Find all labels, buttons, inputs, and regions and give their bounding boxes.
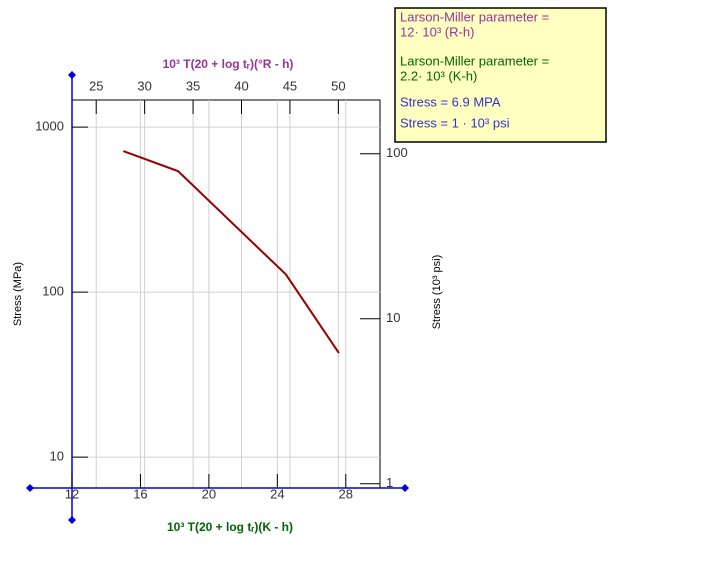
- x2-tick-label: 25: [89, 78, 103, 93]
- x-tick-label: 28: [339, 486, 353, 501]
- x-tick-label: 20: [202, 486, 216, 501]
- y2-tick-label: 1: [386, 475, 393, 490]
- legend-text: Larson-Miller parameter =: [400, 53, 549, 68]
- x2-axis-label: 10³ T(20 + log tᵣ)(°R - h): [163, 57, 294, 71]
- x2-tick-label: 40: [234, 78, 248, 93]
- legend-text: Larson-Miller parameter =: [400, 9, 549, 24]
- x2-tick-label: 50: [331, 78, 345, 93]
- legend-text: Stress = 6.9 MPA: [400, 94, 501, 109]
- data-line: [122, 150, 340, 354]
- y-tick-label: 10: [50, 449, 64, 464]
- y-tick-label: 1000: [35, 119, 64, 134]
- x-tick-label: 24: [270, 486, 284, 501]
- y2-tick-label: 10: [386, 310, 400, 325]
- x-tick-label: 12: [65, 486, 79, 501]
- legend-text: 2.2· 10³ (K-h): [400, 68, 477, 83]
- y-axis-label: Stress (MPa): [12, 262, 24, 326]
- y-tick-label: 100: [42, 284, 64, 299]
- plot-frame: [71, 99, 381, 489]
- x2-tick-label: 45: [283, 78, 297, 93]
- x-axis-label: 10³ T(20 + log tᵣ)(K - h): [167, 520, 293, 534]
- legend-text: 12· 10³ (R-h): [400, 24, 474, 39]
- grid: [71, 100, 380, 488]
- x2-tick-label: 30: [137, 78, 151, 93]
- y2-tick-label: 100: [386, 145, 408, 160]
- y2-axis-label: Stress (10³ psi): [431, 255, 443, 330]
- legend-box: [394, 7, 607, 143]
- x2-tick-label: 35: [186, 78, 200, 93]
- legend-text: Stress = 1 · 10³ psi: [400, 115, 510, 130]
- x-tick-label: 16: [133, 486, 147, 501]
